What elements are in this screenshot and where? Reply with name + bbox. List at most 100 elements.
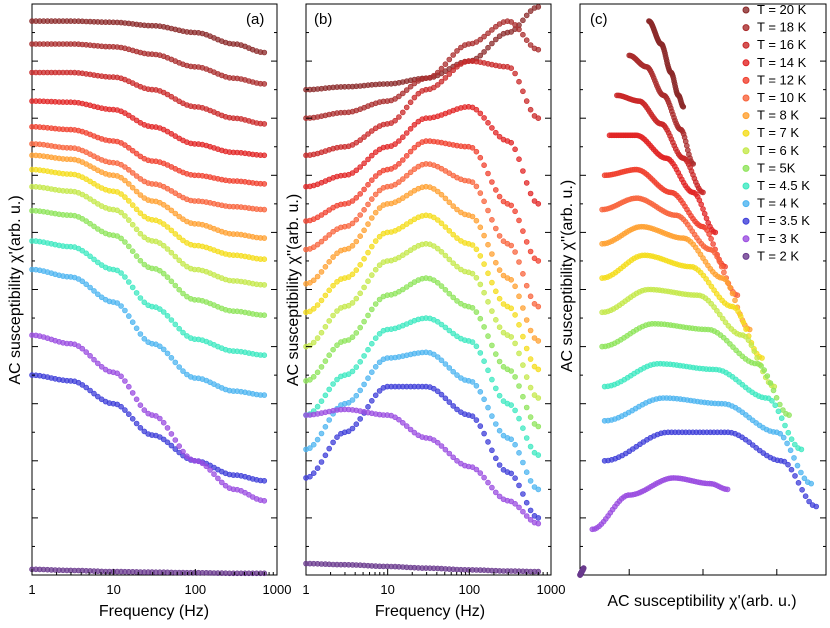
x-tick-label: 10 (106, 582, 120, 597)
data-point (349, 220, 356, 227)
data-point (784, 440, 790, 447)
panel-a-y-axis-label: AC susceptibility χ'(arb. u.) (7, 195, 24, 384)
data-point (122, 274, 128, 280)
data-point (469, 379, 476, 385)
data-point (126, 217, 132, 223)
panel-c-y-axis-label: AC susceptibility χ''(arb. u.) (559, 180, 576, 372)
data-point (473, 309, 480, 315)
data-point (314, 465, 321, 472)
data-point (520, 228, 526, 234)
data-point (353, 167, 360, 174)
data-point (376, 187, 383, 194)
data-point (516, 78, 522, 85)
panel-a-x-ticks: 1 10 100 1000 (28, 569, 291, 597)
data-point (403, 172, 410, 179)
data-point (508, 19, 515, 25)
data-point (392, 164, 398, 170)
data-point (481, 289, 487, 296)
data-point (785, 461, 791, 468)
data-point (261, 152, 268, 159)
data-point (438, 321, 445, 328)
data-point (434, 217, 441, 223)
data-point (520, 508, 526, 515)
data-point (361, 284, 367, 291)
data-point (438, 78, 445, 85)
data-point (473, 246, 480, 253)
legend-entry: T = 10 K (757, 90, 807, 105)
data-point (261, 352, 268, 359)
data-point (442, 446, 449, 453)
data-point (758, 363, 764, 369)
data-point (450, 52, 457, 58)
data-point (520, 31, 526, 38)
data-point (137, 230, 144, 237)
data-point (118, 270, 124, 276)
data-point (485, 270, 491, 277)
data-point (438, 65, 445, 72)
data-point (778, 415, 785, 422)
data-point (523, 374, 530, 380)
legend-marker (742, 41, 750, 49)
data-point (523, 469, 530, 476)
data-point (512, 312, 518, 318)
data-point (180, 237, 186, 244)
data-point (322, 235, 329, 241)
data-point (372, 149, 379, 155)
data-point (83, 218, 89, 224)
data-point (454, 48, 460, 54)
data-point (392, 117, 398, 124)
data-point (372, 363, 379, 370)
data-point (357, 324, 364, 331)
data-point (176, 234, 182, 241)
data-point (485, 207, 491, 214)
data-point (531, 363, 538, 370)
data-point (411, 80, 418, 87)
data-point (118, 174, 124, 181)
data-point (345, 302, 352, 309)
data-point (442, 286, 449, 293)
panel-b-y-ticks (306, 32, 551, 547)
data-point (508, 436, 515, 443)
data-point (714, 253, 720, 260)
data-point (180, 448, 186, 455)
data-point (775, 408, 782, 415)
data-point (392, 141, 398, 147)
data-point (396, 93, 402, 100)
data-point (473, 466, 480, 473)
data-point (535, 4, 542, 10)
data-point (512, 441, 518, 448)
data-point (326, 232, 333, 238)
data-point (372, 209, 379, 216)
data-point (516, 383, 522, 389)
data-point (705, 279, 712, 286)
data-point (137, 257, 144, 264)
data-point (168, 431, 175, 437)
data-point (481, 198, 487, 205)
panel-b-x-axis-label: Frequency (Hz) (375, 603, 485, 620)
data-point (767, 380, 774, 386)
data-point (496, 33, 503, 40)
data-point (489, 376, 495, 383)
data-point (516, 482, 522, 489)
data-point (261, 392, 268, 398)
data-point (481, 261, 487, 267)
legend-entry: T = 7 K (757, 125, 799, 140)
data-point (365, 156, 371, 163)
panel-c: (c) AC susceptibility χ'(arb. u.) AC sus… (559, 2, 827, 610)
data-point (729, 290, 736, 297)
data-point (411, 144, 418, 151)
data-point (485, 333, 491, 339)
data-point (396, 114, 402, 120)
data-point (776, 401, 783, 408)
data-point (368, 272, 375, 278)
data-point (434, 279, 441, 286)
data-point (168, 354, 175, 361)
data-point (489, 27, 495, 33)
data-point (772, 402, 779, 409)
data-point (792, 473, 798, 479)
data-point (357, 191, 364, 197)
data-point (314, 241, 321, 248)
data-point (318, 238, 325, 245)
data-point (430, 277, 437, 284)
data-point (508, 402, 515, 408)
